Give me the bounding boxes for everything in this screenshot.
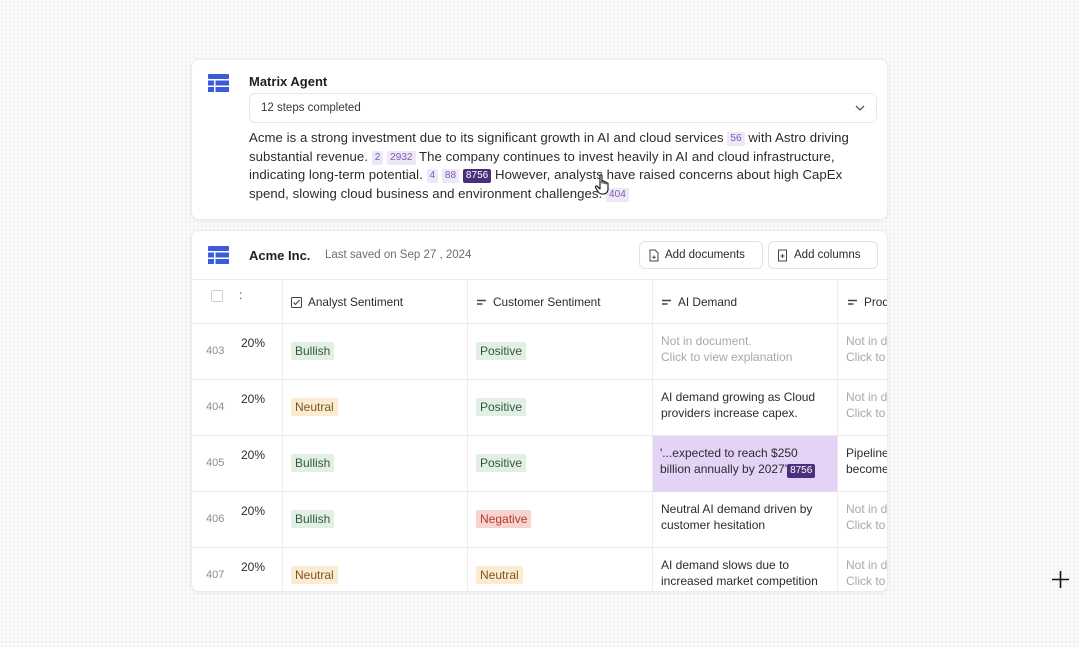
add-documents-label: Add documents: [665, 249, 745, 261]
table-grid-icon: [208, 246, 229, 264]
header-label: AI Demand: [678, 295, 738, 309]
text-column-icon: [662, 299, 671, 305]
analyst-sentiment-tag[interactable]: Bullish: [291, 342, 335, 360]
citation-badge[interactable]: 404: [606, 187, 629, 202]
agent-summary: Acme is a strong investment due to its s…: [249, 129, 874, 203]
row-number: 404: [206, 401, 225, 413]
column-header-ai-demand[interactable]: AI Demand: [661, 280, 737, 324]
add-columns-label: Add columns: [794, 249, 861, 261]
ai-demand-cell[interactable]: Neutral AI demand driven by customer hesi…: [661, 502, 813, 532]
steps-dropdown[interactable]: 12 steps completed: [249, 93, 877, 123]
analyst-sentiment-tag[interactable]: Neutral: [291, 566, 338, 584]
customer-sentiment-tag[interactable]: Positive: [476, 454, 527, 472]
ai-demand-cell[interactable]: Not in document. Click to view explanatio…: [661, 334, 793, 364]
header-label: Customer Sentiment: [493, 295, 601, 309]
summary-text: with Astro driving substantial revenue.: [249, 130, 849, 164]
ai-demand-cell[interactable]: '...expected to reach $250 billion annual…: [660, 446, 816, 478]
column-header-analyst-sentiment[interactable]: Analyst Sentiment: [291, 280, 403, 324]
matrix-agent-card: Matrix Agent 12 steps completed Acme is …: [191, 59, 888, 220]
summary-text: The company continues to invest heavily …: [249, 148, 835, 183]
table-row[interactable]: 405 20% Bullish Positive '...expected to…: [192, 436, 888, 492]
table-row[interactable]: 406 20% Bullish Negative Neutral AI dema…: [192, 492, 888, 548]
row-number: 405: [206, 457, 225, 469]
hand-pointer-icon: [594, 174, 609, 195]
row-percent: 20%: [241, 560, 266, 574]
column-header-product[interactable]: Prod: [847, 280, 888, 324]
add-column-icon: [778, 249, 787, 261]
text-column-icon: [477, 299, 486, 305]
product-cell[interactable]: Pipeline become: [846, 446, 888, 476]
product-cell[interactable]: Not in d Click to: [846, 334, 888, 364]
add-documents-button[interactable]: Add documents: [639, 241, 763, 269]
table-row[interactable]: 403 20% Bullish Positive Not in document…: [192, 324, 888, 380]
citation-badge[interactable]: 4: [426, 169, 439, 184]
table-header: : Analyst Sentiment Customer Sentiment A…: [192, 279, 888, 324]
row-percent: 20%: [241, 392, 266, 406]
header-label: Prod: [864, 295, 888, 309]
analyst-sentiment-tag[interactable]: Neutral: [291, 398, 338, 416]
product-cell[interactable]: Not in d Click to: [846, 558, 888, 588]
add-document-icon: [649, 249, 659, 261]
select-all-checkbox[interactable]: [211, 290, 223, 302]
product-cell[interactable]: Not in d Click to: [846, 390, 888, 420]
table-row[interactable]: 404 20% Neutral Positive AI demand growi…: [192, 380, 888, 436]
product-cell[interactable]: Not in d Click to: [846, 502, 888, 532]
last-saved-text: Last saved on Sep 27 , 2024: [325, 249, 472, 261]
customer-sentiment-tag[interactable]: Negative: [476, 510, 532, 528]
customer-sentiment-tag[interactable]: Neutral: [476, 566, 523, 584]
customer-sentiment-tag[interactable]: Positive: [476, 342, 527, 360]
analyst-sentiment-tag[interactable]: Bullish: [291, 454, 335, 472]
row-percent: 20%: [241, 504, 266, 518]
crosshair-icon: [1052, 571, 1069, 588]
agent-title: Matrix Agent: [249, 74, 328, 89]
chevron-down-icon: [855, 105, 865, 111]
column-header-customer-sentiment[interactable]: Customer Sentiment: [476, 280, 601, 324]
row-number: 406: [206, 513, 225, 525]
summary-text: Acme is a strong investment due to its s…: [249, 130, 728, 145]
citation-badge[interactable]: 2: [371, 150, 384, 165]
table-row[interactable]: 407 20% Neutral Neutral AI demand slows …: [192, 548, 888, 591]
summary-text: However, analysts have raised concerns a…: [249, 167, 843, 201]
citation-badge[interactable]: 56: [727, 132, 745, 146]
analyst-sentiment-tag[interactable]: Bullish: [291, 510, 335, 528]
header-label: Analyst Sentiment: [308, 295, 404, 309]
text-column-icon: [848, 299, 857, 305]
table-title: Acme Inc.: [249, 248, 311, 263]
row-number: 403: [206, 345, 225, 357]
steps-label: 12 steps completed: [261, 102, 361, 114]
row-percent: 20%: [241, 336, 266, 350]
matrix-table-card: Acme Inc. Last saved on Sep 27 , 2024 Ad…: [191, 230, 888, 592]
citation-badge[interactable]: 2932: [387, 150, 416, 165]
add-columns-button[interactable]: Add columns: [768, 241, 878, 269]
row-percent: 20%: [241, 448, 266, 462]
row-menu-header[interactable]: :: [239, 288, 243, 302]
customer-sentiment-tag[interactable]: Positive: [476, 398, 527, 416]
ai-demand-cell[interactable]: AI demand slows due to increased market c…: [661, 558, 818, 588]
citation-badge[interactable]: 88: [441, 169, 460, 184]
checkbox-icon: [291, 296, 302, 308]
row-number: 407: [206, 569, 225, 581]
citation-badge-active[interactable]: 8756: [787, 463, 816, 478]
table-grid-icon: [208, 74, 229, 92]
ai-demand-cell[interactable]: AI demand growing as Cloud providers incr…: [661, 390, 816, 420]
table-body: 403 20% Bullish Positive Not in document…: [192, 324, 888, 591]
citation-badge-active[interactable]: 8756: [462, 169, 492, 184]
